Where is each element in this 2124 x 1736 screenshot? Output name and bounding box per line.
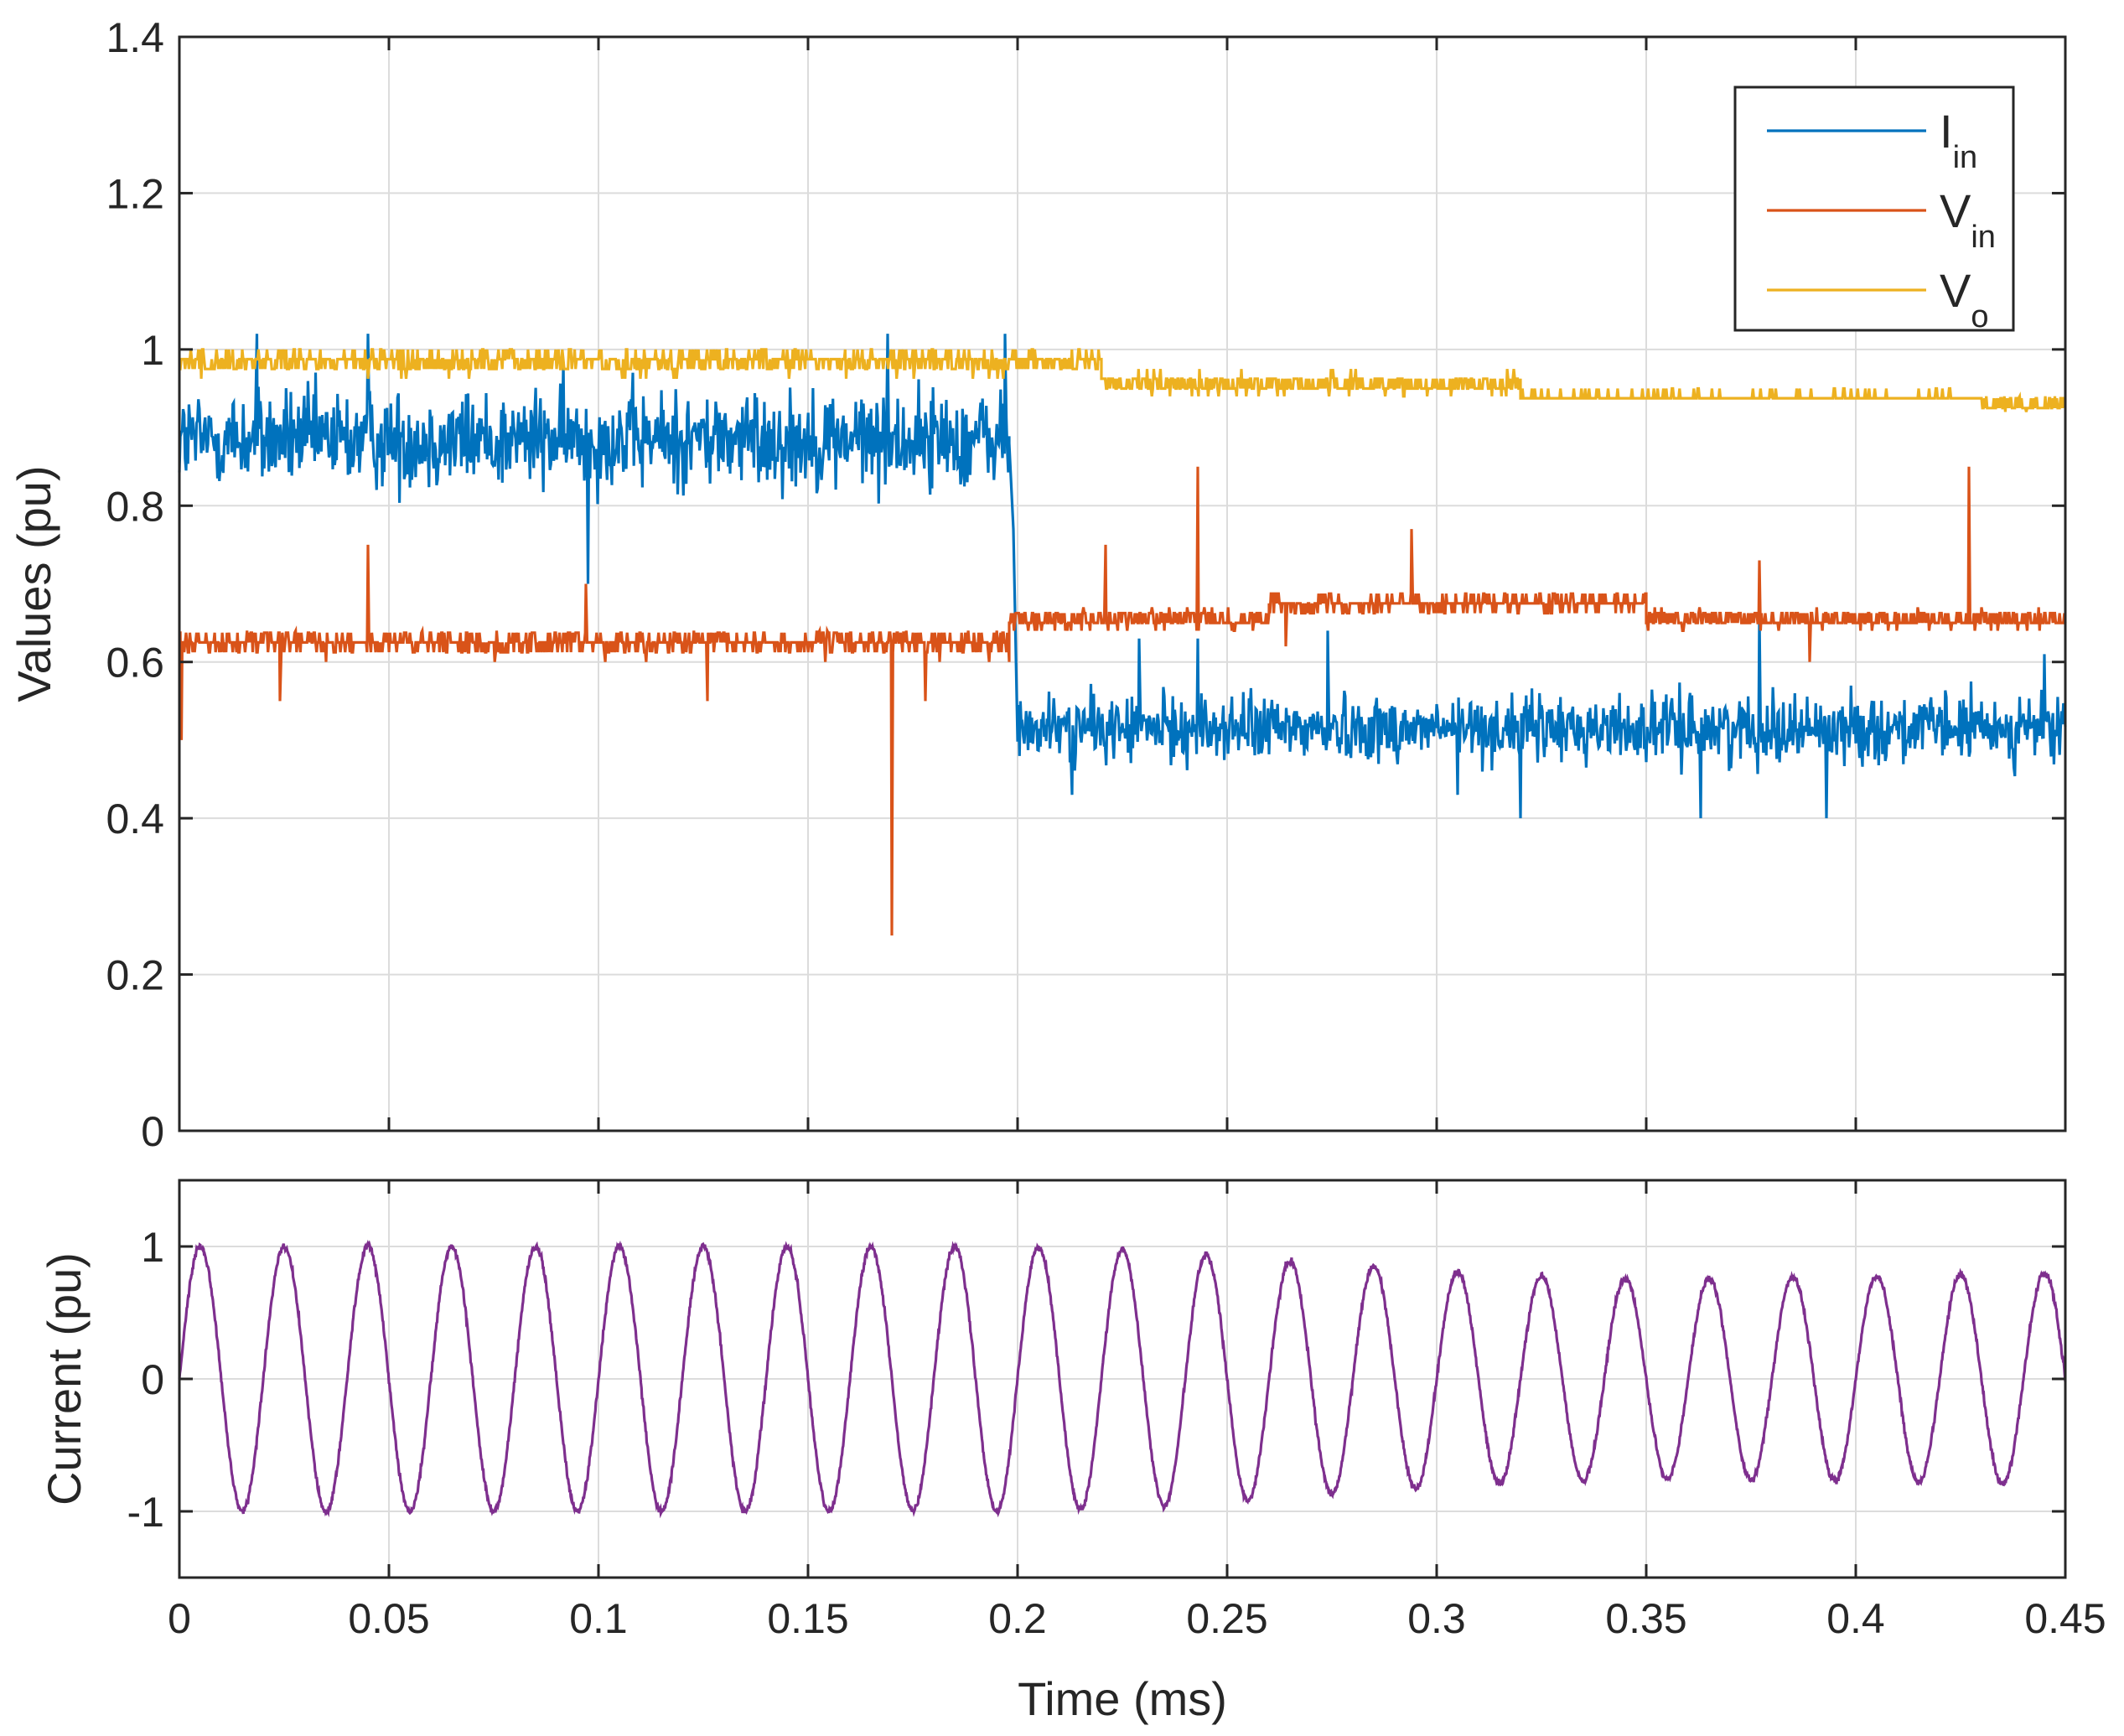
- top-y-tick-label: 0.6: [106, 640, 164, 687]
- bottom-chart: -1 0 1 0 0.05 0.1 0.15 0.2 0.25 0.3 0.35 0.4 0.45 C…: [38, 1179, 2106, 1725]
- legend-label-vo: Vo: [1940, 264, 1989, 334]
- bottom-ticks: [178, 1180, 2067, 1578]
- top-y-tick-labels: 0 0.2 0.4 0.6 0.8 1 1.2 1.4: [106, 14, 164, 1155]
- series-line-vin: [179, 466, 2067, 936]
- bottom-x-tick-labels: 0 0.05 0.1 0.15 0.2 0.25 0.3 0.35 0.4 0.45: [168, 1595, 2106, 1642]
- top-y-tick-label: 0.8: [106, 483, 164, 530]
- bottom-y-tick-labels: -1 0 1: [127, 1224, 164, 1536]
- top-series-group: [178, 334, 2067, 936]
- bot-y-tick-label: 0: [141, 1356, 164, 1403]
- top-y-tick-label: 1: [141, 327, 164, 374]
- x-tick-label: 0.2: [988, 1595, 1047, 1642]
- legend-label-sub: in: [1971, 220, 1996, 255]
- top-y-tick-label: 1.2: [106, 170, 164, 217]
- x-tick-label: 0: [168, 1595, 191, 1642]
- series-line-vo: [179, 348, 2067, 412]
- series-line-iin: [178, 334, 2067, 819]
- top-y-tick-label: 0: [141, 1108, 164, 1155]
- top-axes-frame: [178, 35, 2067, 1132]
- x-tick-label: 0.05: [348, 1595, 429, 1642]
- legend-label-sub: in: [1953, 140, 1978, 175]
- series-line-current: [178, 1239, 2067, 1519]
- x-tick-label: 0.35: [1605, 1595, 1686, 1642]
- legend-label-main: V: [1940, 264, 1971, 317]
- bot-y-tick-label: -1: [127, 1489, 164, 1536]
- top-y-tick-label: 1.4: [106, 14, 164, 61]
- top-ticks: [178, 35, 2067, 1132]
- top-y-tick-label: 0.2: [106, 952, 164, 999]
- legend-label-vin: Vin: [1940, 184, 1996, 255]
- top-chart: 00.20.40.60.811.21.4 Values (pu) IinVinV…: [8, 14, 2067, 1155]
- x-tick-label: 0.1: [569, 1595, 628, 1642]
- x-tick-label: 0.25: [1186, 1595, 1267, 1642]
- legend-label-iin: Iin: [1940, 105, 1977, 175]
- top-y-tick-label: 0.4: [106, 795, 164, 842]
- legend-label-main: V: [1940, 184, 1971, 237]
- x-tick-label: 0.3: [1407, 1595, 1466, 1642]
- x-tick-label: 0.4: [1826, 1595, 1885, 1642]
- x-axis-label: Time (ms): [1018, 1672, 1227, 1725]
- bottom-y-axis-label: Current (pu): [38, 1252, 91, 1505]
- top-y-axis-label: Values (pu): [8, 465, 60, 702]
- bot-y-tick-label: 1: [141, 1224, 164, 1271]
- legend-box: [1733, 86, 2015, 332]
- legend-label-sub: o: [1971, 299, 1988, 334]
- x-tick-label: 0.15: [767, 1595, 848, 1642]
- x-tick-label: 0.45: [2024, 1595, 2106, 1642]
- bottom-series-group: [178, 1239, 2067, 1519]
- legend-label-main: I: [1940, 105, 1953, 158]
